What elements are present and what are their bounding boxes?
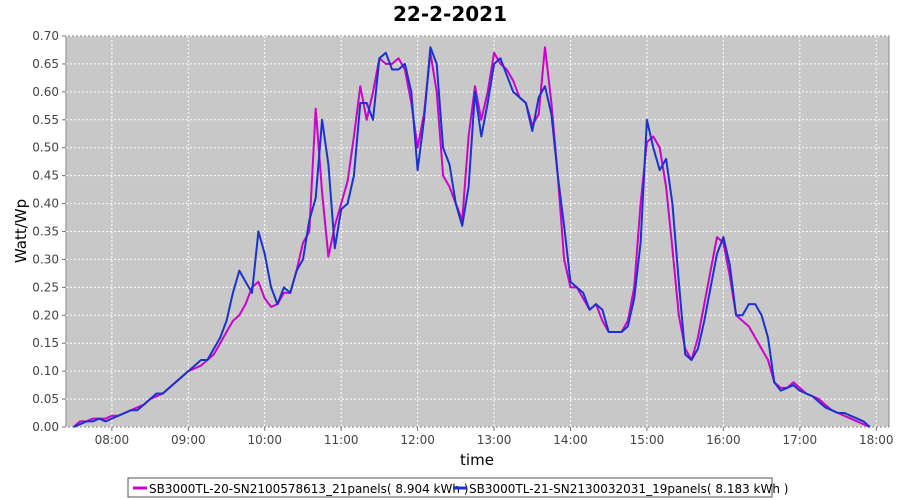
x-tick-label: 11:00 bbox=[324, 433, 359, 447]
y-tick-label: 0.20 bbox=[32, 308, 59, 322]
y-tick-label: 0.10 bbox=[32, 364, 59, 378]
x-tick-label: 12:00 bbox=[400, 433, 435, 447]
x-axis-label: time bbox=[460, 451, 494, 469]
y-tick-label: 0.05 bbox=[32, 392, 59, 406]
x-tick-label: 13:00 bbox=[477, 433, 512, 447]
x-tick-label: 08:00 bbox=[95, 433, 130, 447]
legend-label-1: SB3000TL-21-SN2130032031_19panels( 8.183… bbox=[469, 482, 788, 496]
legend-box bbox=[127, 477, 773, 498]
y-tick-label: 0.50 bbox=[32, 141, 59, 155]
x-tick-label: 16:00 bbox=[706, 433, 741, 447]
x-tick-label: 10:00 bbox=[247, 433, 282, 447]
y-tick-label: 0.00 bbox=[32, 420, 59, 434]
y-tick-label: 0.70 bbox=[32, 29, 59, 43]
grid-lines bbox=[66, 35, 889, 428]
y-tick-label: 0.35 bbox=[32, 225, 59, 239]
y-axis-label: Watt/Wp bbox=[12, 199, 30, 263]
x-tick-label: 14:00 bbox=[553, 433, 588, 447]
series-line-1 bbox=[73, 46, 871, 428]
y-axis-ticks: 0.00 0.05 0.10 0.15 0.20 0.25 0.30 0.35 0.40 0.45… bbox=[32, 29, 66, 434]
series-lines bbox=[72, 46, 871, 428]
y-tick-label: 0.30 bbox=[32, 252, 59, 266]
x-tick-label: 18:00 bbox=[859, 433, 894, 447]
legend: SB3000TL-20-SN2100578613_21panels( 8.904… bbox=[127, 477, 788, 498]
y-tick-label: 0.65 bbox=[32, 57, 59, 71]
legend-label-0: SB3000TL-20-SN2100578613_21panels( 8.904… bbox=[149, 482, 468, 496]
y-tick-label: 0.45 bbox=[32, 169, 59, 183]
y-tick-label: 0.15 bbox=[32, 336, 59, 350]
x-tick-label: 17:00 bbox=[783, 433, 818, 447]
x-tick-label: 15:00 bbox=[630, 433, 665, 447]
y-tick-label: 0.55 bbox=[32, 113, 59, 127]
x-axis-ticks: 08:00 09:00 10:00 11:00 12:00 13:00 14:00 15:00… bbox=[95, 427, 894, 447]
y-tick-label: 0.40 bbox=[32, 197, 59, 211]
y-tick-label: 0.25 bbox=[32, 280, 59, 294]
x-tick-label: 09:00 bbox=[171, 433, 206, 447]
chart-title: 22-2-2021 bbox=[393, 2, 507, 26]
y-tick-label: 0.60 bbox=[32, 85, 59, 99]
